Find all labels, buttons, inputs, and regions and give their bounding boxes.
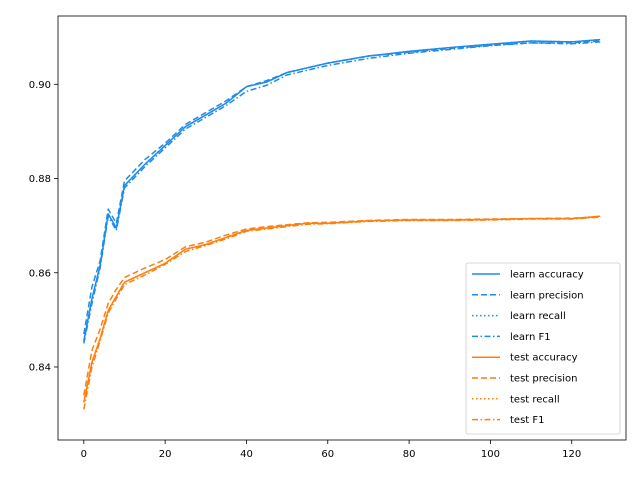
- x-tick-label: 20: [159, 449, 172, 460]
- x-tick-label: 40: [240, 449, 253, 460]
- y-tick-label: 0.86: [29, 268, 51, 279]
- x-tick-label: 60: [321, 449, 334, 460]
- legend-label-learn-accuracy: learn accuracy: [510, 270, 584, 281]
- y-tick-label: 0.84: [29, 362, 51, 373]
- y-tick-label: 0.90: [29, 80, 51, 91]
- legend-label-learn-precision: learn precision: [510, 290, 584, 301]
- y-tick-label: 0.88: [29, 174, 51, 185]
- legend-entries: learn accuracy learn precision learn recal…: [472, 270, 584, 426]
- legend-label-test-accuracy: test accuracy: [510, 353, 578, 364]
- x-tick-label: 0: [81, 449, 87, 460]
- legend-label-test-precision: test precision: [510, 374, 578, 385]
- y-axis: 0.84 0.86 0.88 0.90: [29, 80, 58, 373]
- series-layer: [83, 38, 601, 410]
- series-line-learn-precision: [83, 40, 601, 335]
- legend-label-learn-recall: learn recall: [510, 311, 566, 322]
- series-line-test-recall: [83, 215, 601, 403]
- x-axis: 0 20 40 60 80 100 120: [81, 440, 581, 460]
- plot-frame: [57, 15, 627, 441]
- legend-label-test-recall: test recall: [510, 394, 560, 405]
- x-tick-label: 120: [562, 449, 581, 460]
- legend-label-learn-f1: learn F1: [510, 332, 551, 343]
- x-tick-label: 100: [481, 449, 500, 460]
- series-line-learn-f1: [83, 41, 601, 344]
- series-line-test-f1: [83, 216, 601, 410]
- legend: learn accuracy learn precision learn recal…: [465, 262, 621, 435]
- series-line-test-precision: [83, 216, 601, 396]
- legend-frame: [465, 262, 621, 435]
- legend-label-test-f1: test F1: [510, 415, 545, 426]
- series-line-learn-recall: [83, 38, 601, 342]
- x-tick-label: 80: [403, 449, 416, 460]
